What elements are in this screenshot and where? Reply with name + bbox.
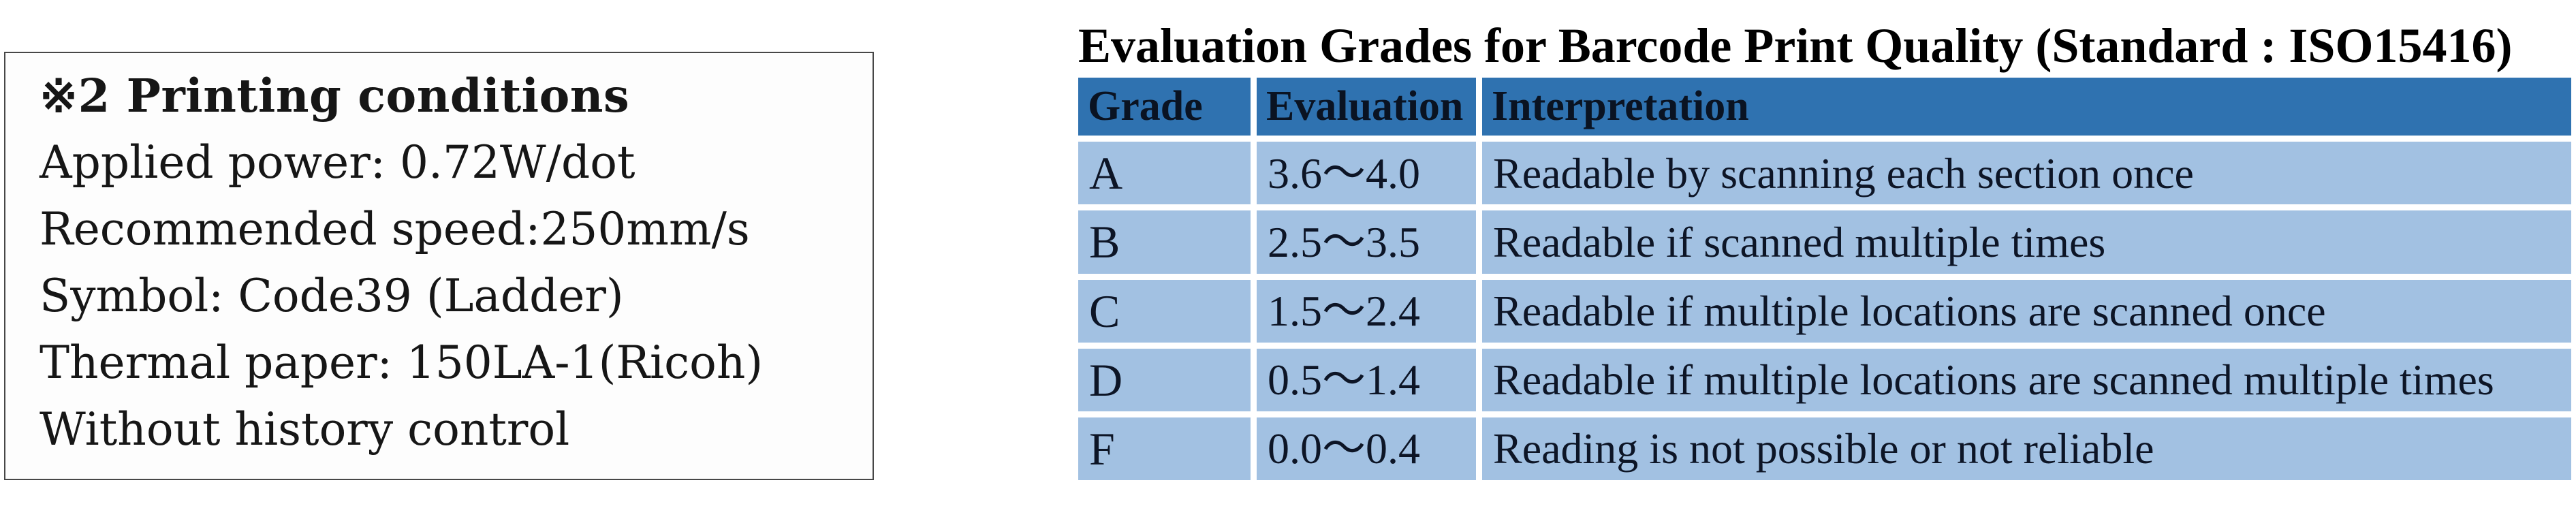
printing-conditions-line: Without history control [40,403,570,456]
grade-table-title: Evaluation Grades for Barcode Print Qual… [1078,18,2513,73]
printing-conditions-lines: Applied power: 0.72W/dot Recommended spee… [40,129,859,463]
interpretation-cell: Reading is not possible or not reliable [1482,417,2571,481]
evaluation-cell: 0.0～0.4 [1257,417,1476,481]
grade-cell: B [1078,210,1251,274]
printing-conditions-box: ※2 Printing conditions Applied power: 0.… [4,52,874,480]
column-header-grade: Grade [1078,78,1251,136]
interpretation-cell: Readable if multiple locations are scann… [1482,279,2571,343]
column-header-evaluation: Evaluation [1257,78,1476,136]
evaluation-cell: 3.6～4.0 [1257,142,1476,205]
printing-conditions-line: Recommended speed:250mm/s [40,203,750,255]
printing-conditions-line: Symbol: Code39 (Ladder) [40,270,624,322]
evaluation-cell: 0.5～1.4 [1257,348,1476,412]
evaluation-cell: 1.5～2.4 [1257,279,1476,343]
interpretation-cell: Readable by scanning each section once [1482,142,2571,205]
grade-cell: C [1078,279,1251,343]
grade-cell: D [1078,348,1251,412]
printing-conditions-line: Thermal paper: 150LA-1(Ricoh) [40,336,764,389]
column-header-interpretation: Interpretation [1482,78,2571,136]
printing-conditions-title: ※2 Printing conditions [40,69,630,123]
printing-conditions-line: Applied power: 0.72W/dot [40,136,635,189]
interpretation-cell: Readable if multiple locations are scann… [1482,348,2571,412]
grade-cell: A [1078,142,1251,205]
interpretation-cell: Readable if scanned multiple times [1482,210,2571,274]
evaluation-cell: 2.5～3.5 [1257,210,1476,274]
grade-cell: F [1078,417,1251,481]
grade-table: Grade Evaluation Interpretation A 3.6～4.0… [1078,78,2571,481]
grade-table-section: Evaluation Grades for Barcode Print Qual… [1078,0,2571,481]
